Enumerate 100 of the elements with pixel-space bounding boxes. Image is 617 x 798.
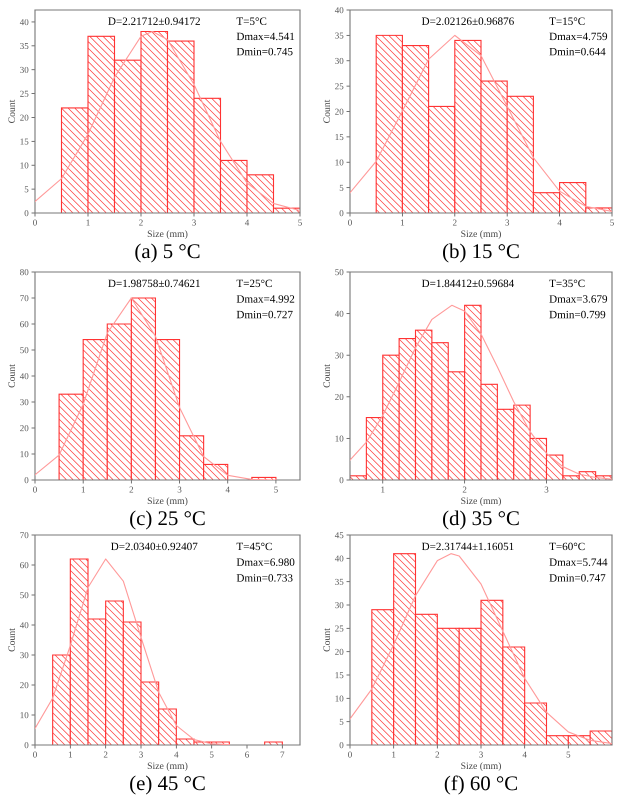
y-tick-label: 10 [336, 695, 344, 702]
x-axis-title: Size (mm) [148, 230, 188, 240]
annotation: Dmin=0.644 [549, 48, 606, 56]
y-tick-label: 0 [24, 742, 28, 748]
x-tick-label: 5 [210, 752, 214, 758]
y-tick-label: 10 [336, 436, 344, 442]
text: (a) 5 °C [135, 244, 200, 262]
y-tick-label: 70 [20, 532, 28, 538]
y-tick-label: 0 [24, 210, 28, 216]
x-tick-label: 0 [33, 220, 37, 226]
y-tick-label: 50 [335, 269, 344, 276]
y-axis-title: Count [323, 100, 330, 123]
y-tick-label: 35 [20, 42, 28, 50]
annotation: T=15°C [549, 17, 585, 25]
y-tick-label: 60 [20, 321, 28, 328]
x-tick-label: 1 [400, 220, 404, 226]
x-tick-label: 4 [558, 220, 562, 226]
annotation: Dmin=0.799 [549, 310, 606, 318]
y-tick-label: 30 [335, 602, 344, 608]
annotation: Dmax=3.679 [549, 295, 608, 303]
x-tick-label: 4 [244, 220, 250, 226]
annotation: Dmin=0.733 [236, 574, 293, 582]
annotation: D=1.98758±0.74621 [108, 280, 200, 288]
y-tick-label: 40 [334, 555, 344, 562]
x-tick-label: 0 [348, 752, 352, 758]
x-tick-label: 3 [139, 752, 143, 758]
annotation: D=2.31744±1.16051 [422, 542, 514, 550]
y-tick-label: 30 [20, 399, 28, 406]
x-tick-label: 5 [566, 752, 570, 758]
x-axis-title: Size (mm) [148, 497, 188, 506]
y-tick-label: 30 [20, 652, 28, 658]
annotation: Dmax=5.744 [549, 558, 608, 566]
x-tick-label: 5 [610, 220, 614, 226]
text: (c) 25 °C [130, 510, 205, 530]
annotation: D=2.0340±0.92407 [111, 542, 198, 550]
y-axis-title: Count [323, 364, 330, 388]
x-tick-label: 1 [68, 752, 72, 758]
annotation: Dmax=6.980 [236, 558, 294, 566]
y-axis-title: Count [323, 628, 330, 652]
y-tick-label: 70 [20, 295, 28, 302]
x-tick-label: 0 [33, 486, 37, 493]
x-tick-label: 3 [192, 220, 196, 226]
y-tick-label: 50 [20, 347, 28, 354]
x-axis-title: Size (mm) [461, 230, 501, 240]
y-tick-label: 15 [336, 134, 344, 140]
y-tick-label: 10 [20, 451, 28, 458]
y-tick-label: 5 [340, 718, 344, 725]
y-axis-title: Count [8, 100, 15, 123]
x-tick-label: 5 [298, 220, 302, 226]
x-tick-label: 7 [280, 752, 284, 758]
x-axis-title: Size (mm) [148, 762, 188, 772]
x-tick-label: 4 [522, 752, 527, 758]
y-axis-title: Count [8, 364, 15, 388]
x-tick-label: 2 [462, 486, 466, 493]
annotation: Dmin=0.727 [236, 310, 293, 318]
x-tick-label: 1 [392, 752, 396, 758]
y-tick-label: 40 [20, 19, 28, 26]
annotation: T=35°C [549, 280, 585, 288]
annotation: D=1.84412±0.59684 [422, 280, 514, 288]
text: (b) 15 °C [443, 244, 519, 262]
x-tick-label: 2 [452, 220, 457, 226]
x-tick-label: 3 [479, 752, 483, 758]
x-tick-label: 0 [33, 752, 37, 758]
x-tick-label: 6 [245, 752, 249, 758]
y-tick-label: 15 [336, 672, 344, 678]
y-tick-label: 25 [335, 625, 344, 632]
x-tick-label: 1 [86, 220, 90, 226]
annotation: Dmin=0.745 [236, 48, 293, 56]
y-tick-label: 0 [340, 210, 344, 216]
annotation: T=25°C [236, 280, 272, 288]
y-tick-label: 20 [335, 394, 344, 400]
annotation: Dmin=0.747 [549, 574, 606, 582]
y-tick-label: 40 [334, 7, 344, 14]
x-tick-label: 2 [139, 220, 143, 226]
annotation: D=2.21712±0.94172 [108, 17, 200, 25]
y-tick-label: 80 [20, 269, 28, 276]
x-tick-label: 3 [544, 486, 548, 493]
x-axis-title: Size (mm) [461, 762, 501, 772]
annotation: Dmax=4.759 [549, 32, 608, 40]
y-tick-label: 25 [335, 83, 344, 90]
y-tick-label: 45 [334, 532, 344, 538]
text: (d) 35 °C [443, 510, 519, 530]
x-tick-label: 4 [174, 752, 178, 758]
y-tick-label: 60 [20, 562, 28, 568]
y-tick-label: 50 [20, 592, 28, 598]
annotation: T=45°C [236, 542, 272, 550]
y-tick-label: 10 [20, 712, 28, 718]
y-tick-label: 20 [20, 425, 28, 432]
y-tick-label: 20 [20, 114, 28, 121]
annotation: Dmax=4.992 [236, 295, 294, 303]
x-tick-label: 2 [104, 752, 108, 758]
y-tick-label: 5 [24, 186, 28, 192]
y-tick-label: 30 [20, 66, 28, 73]
annotation: D=2.02126±0.96876 [422, 17, 514, 25]
y-tick-label: 0 [340, 477, 344, 484]
y-tick-label: 10 [20, 162, 28, 168]
y-tick-label: 10 [336, 159, 344, 166]
y-tick-label: 30 [335, 352, 344, 358]
x-tick-label: 2 [435, 752, 440, 758]
x-tick-label: 2 [130, 486, 134, 493]
